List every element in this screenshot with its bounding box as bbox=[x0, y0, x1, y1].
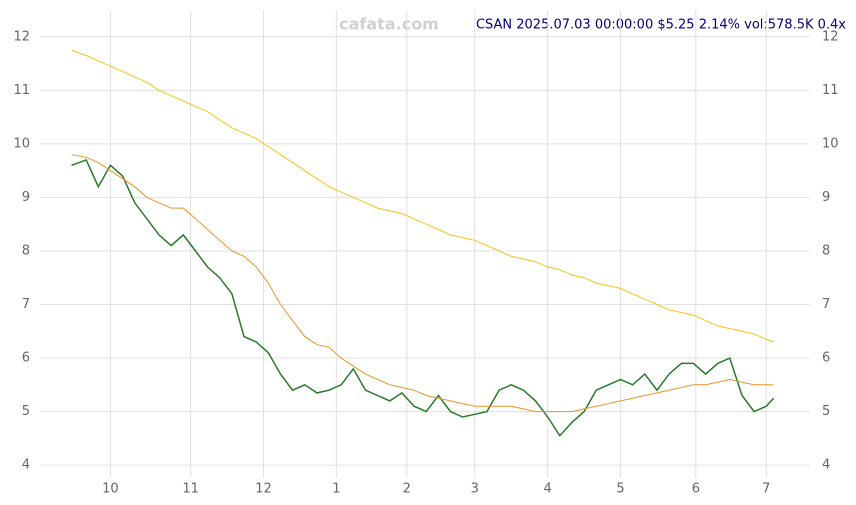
price-line bbox=[71, 154, 774, 413]
y-tick-label: 7 bbox=[22, 297, 30, 312]
y-tick-label: 8 bbox=[22, 243, 30, 258]
y-tick-label-right: 11 bbox=[822, 83, 839, 98]
y-tick-label: 5 bbox=[22, 404, 30, 419]
x-tick-label: 6 bbox=[692, 482, 700, 497]
x-tick-label: 10 bbox=[102, 482, 119, 497]
y-tick-label-right: 6 bbox=[822, 351, 830, 366]
price-line bbox=[71, 49, 774, 343]
x-tick-label: 4 bbox=[544, 482, 552, 497]
y-tick-label: 4 bbox=[22, 458, 30, 473]
y-tick-label-right: 5 bbox=[822, 404, 830, 419]
y-tick-label: 6 bbox=[22, 351, 30, 366]
watermark: cafata.com bbox=[339, 15, 439, 34]
y-tick-label: 9 bbox=[22, 190, 30, 205]
chart-title: CSAN 2025.07.03 00:00:00 $5.25 2.14% vol… bbox=[476, 18, 846, 33]
y-tick-label-right: 9 bbox=[822, 190, 830, 205]
x-tick-label: 2 bbox=[403, 482, 411, 497]
y-tick-label: 10 bbox=[13, 136, 30, 151]
y-tick-label: 12 bbox=[13, 29, 30, 44]
y-tick-label: 11 bbox=[13, 83, 30, 98]
x-tick-label: 1 bbox=[332, 482, 340, 497]
y-tick-label-right: 12 bbox=[822, 29, 839, 44]
y-tick-label-right: 10 bbox=[822, 136, 839, 151]
x-tick-label: 3 bbox=[471, 482, 479, 497]
x-tick-label: 7 bbox=[762, 482, 770, 497]
y-tick-label-right: 7 bbox=[822, 297, 830, 312]
y-tick-label-right: 4 bbox=[822, 458, 830, 473]
x-tick-label: 12 bbox=[255, 482, 272, 497]
y-tick-label-right: 8 bbox=[822, 243, 830, 258]
x-tick-label: 11 bbox=[182, 482, 199, 497]
price-line bbox=[71, 158, 775, 437]
x-tick-label: 5 bbox=[616, 482, 624, 497]
